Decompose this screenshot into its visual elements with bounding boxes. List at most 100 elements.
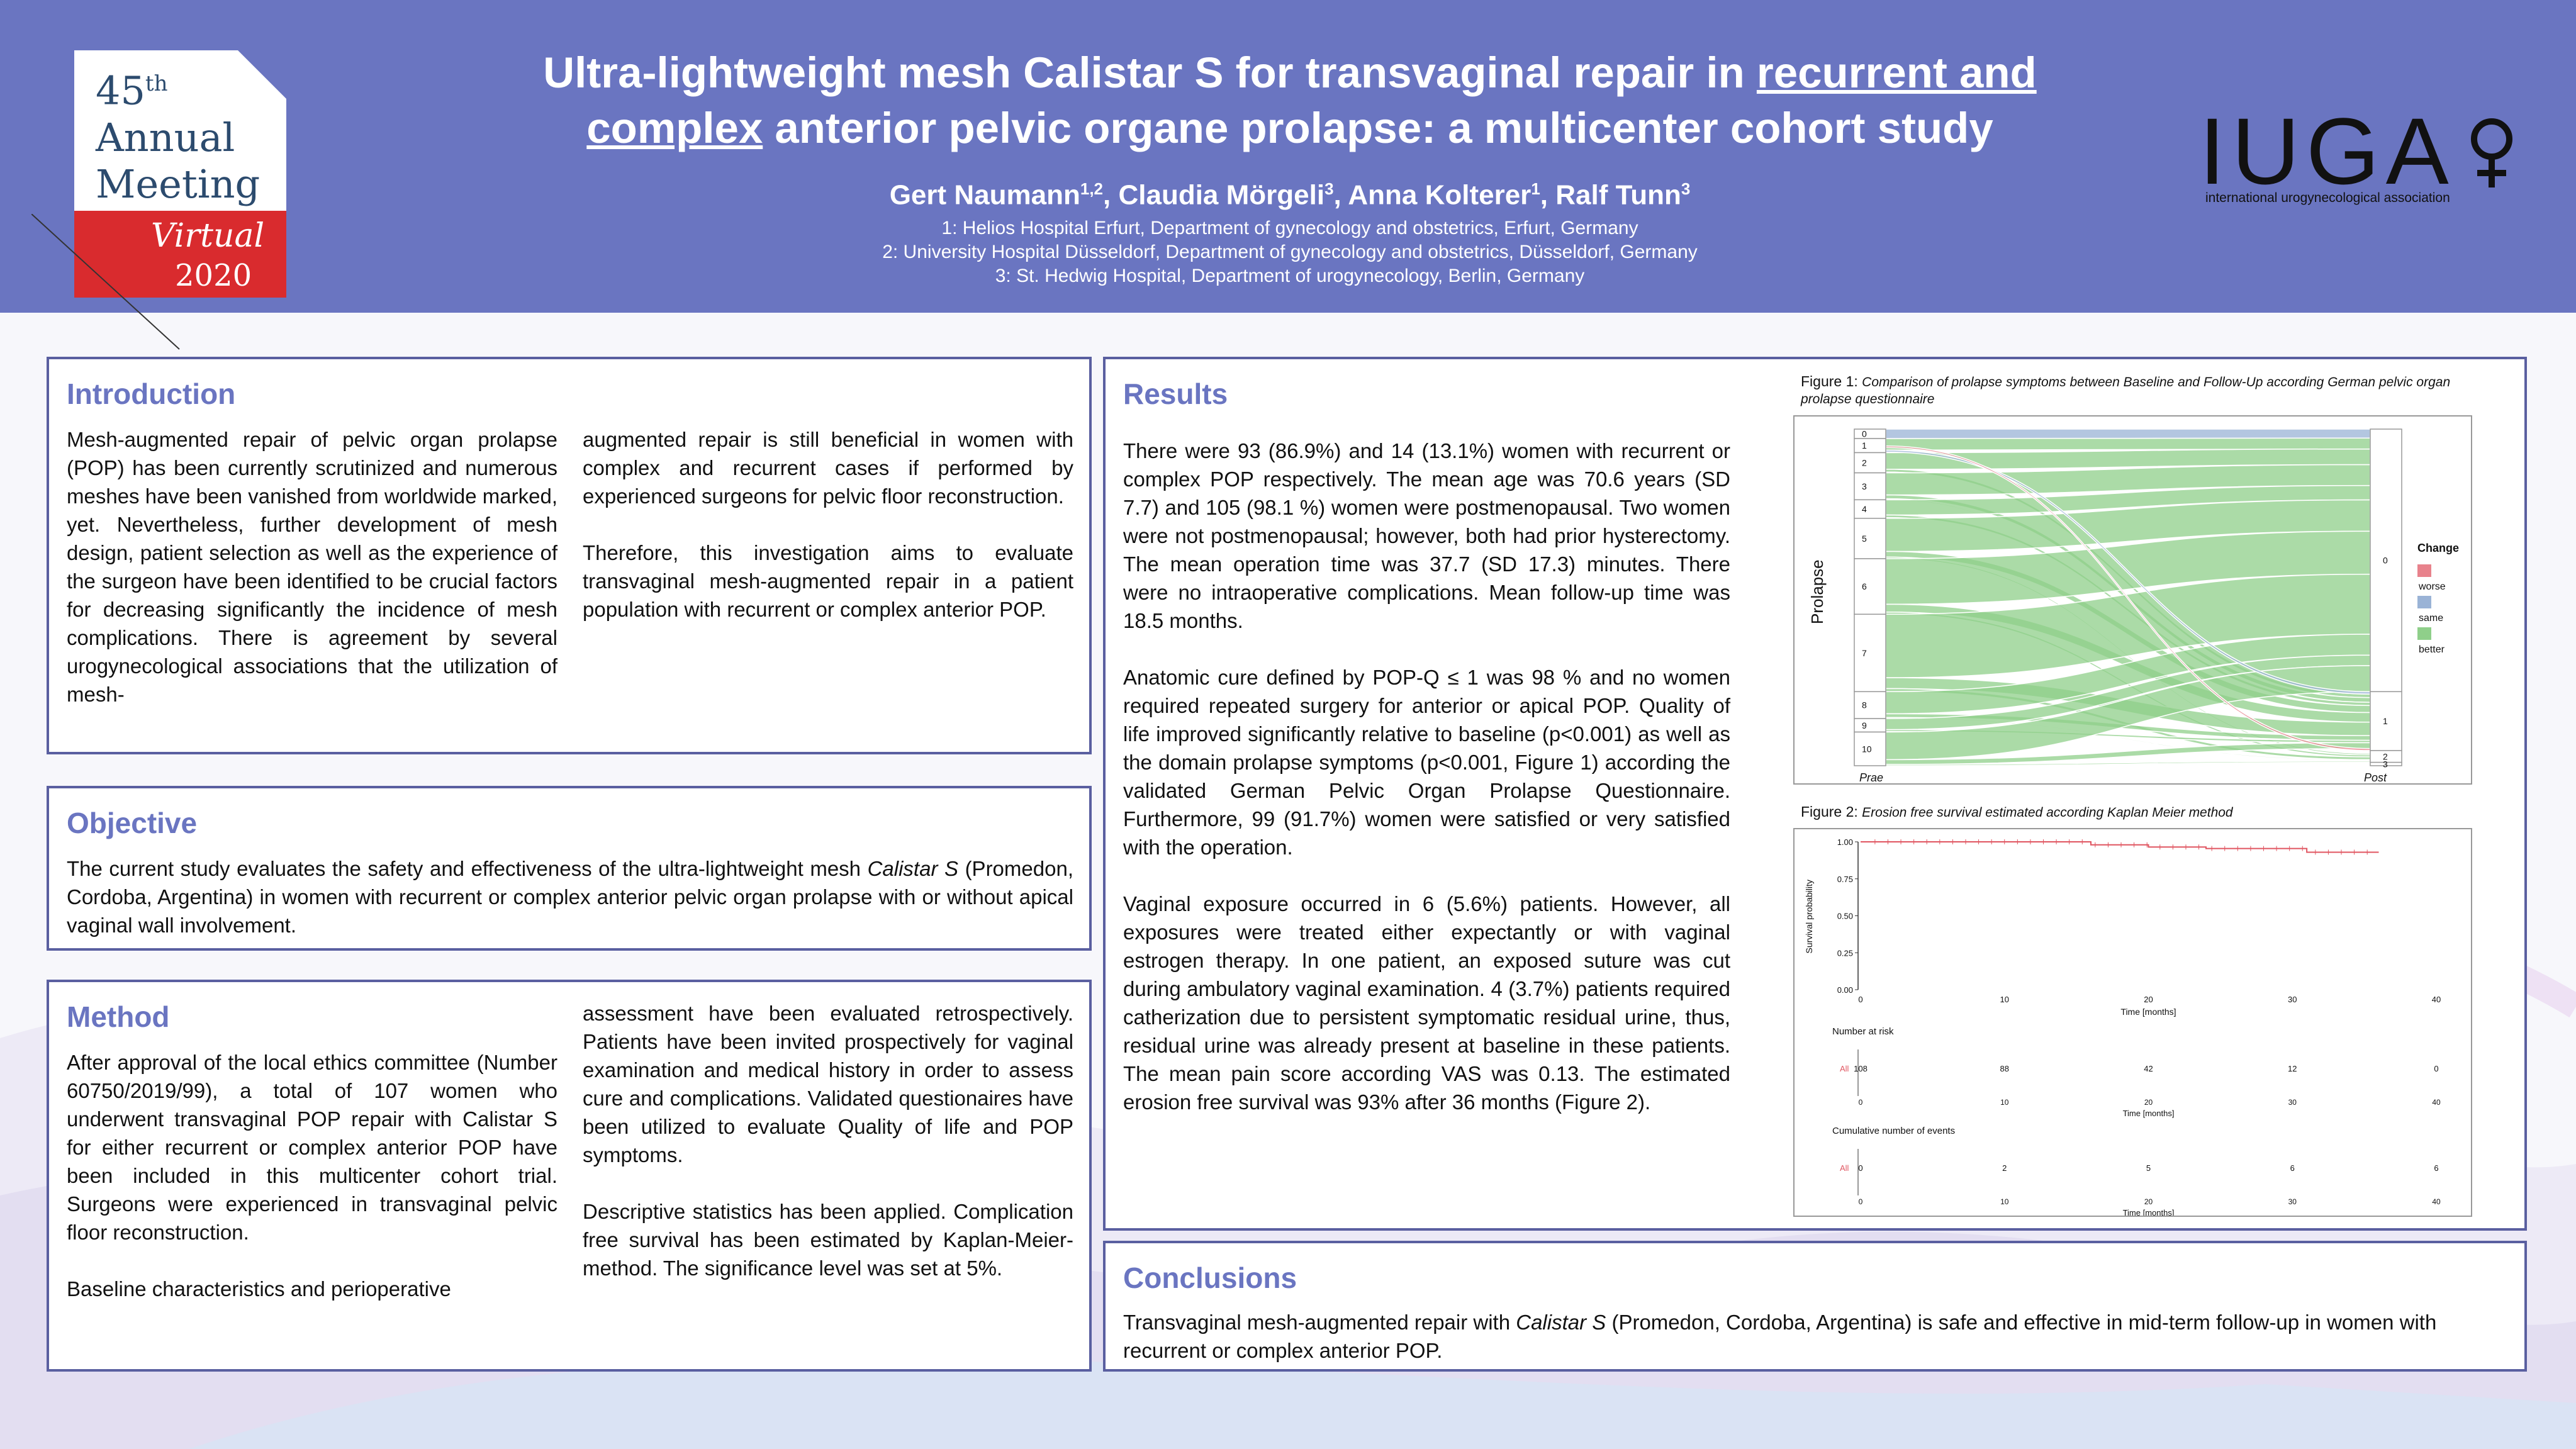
meeting-logo-text: 45th Annual Meeting bbox=[96, 67, 260, 207]
km-table-value: 88 bbox=[2000, 1064, 2009, 1073]
alluvial-flow-better bbox=[1885, 437, 2371, 451]
km-table-value: 12 bbox=[2288, 1064, 2297, 1073]
prae-stratum bbox=[1854, 613, 1886, 693]
prae-stratum bbox=[1854, 718, 1886, 733]
km-xtick-label: 30 bbox=[2288, 995, 2297, 1004]
km-table-value: 42 bbox=[2144, 1064, 2153, 1073]
km-table-xtick: 0 bbox=[1859, 1098, 1863, 1107]
prae-stratum-label: 7 bbox=[1862, 648, 1867, 658]
objective-text: The current study evaluates the safety a… bbox=[67, 857, 1073, 937]
poster-header bbox=[0, 0, 2576, 313]
post-stratum bbox=[2370, 691, 2402, 751]
km-xtick-label: 0 bbox=[1858, 995, 1862, 1004]
conclusions-text: Transvaginal mesh-augmented repair with … bbox=[1123, 1311, 2437, 1362]
km-table-title: Number at risk bbox=[1832, 1026, 1894, 1037]
km-xtick-label: 20 bbox=[2144, 995, 2153, 1004]
prae-stratum-label: 4 bbox=[1862, 504, 1867, 514]
alluvial-flow-same bbox=[1885, 428, 2371, 439]
legend-label-better: better bbox=[2419, 644, 2445, 655]
km-table-xtick: 10 bbox=[2000, 1197, 2009, 1206]
km-table-xtick: 30 bbox=[2288, 1098, 2297, 1107]
km-ytick-label: 0.75 bbox=[1837, 875, 1853, 884]
conclusions-heading: Conclusions bbox=[1123, 1262, 1297, 1294]
prae-stratum-label: 0 bbox=[1862, 428, 1867, 439]
km-table-xtick: 20 bbox=[2144, 1197, 2153, 1206]
results-paragraph-1: There were 93 (86.9%) and 14 (13.1%) wom… bbox=[1123, 439, 1730, 632]
prae-stratum-label: 2 bbox=[1862, 458, 1867, 468]
legend-swatch-same bbox=[2417, 596, 2431, 608]
affiliation-3: 3: St. Hedwig Hospital, Department of ur… bbox=[995, 266, 1585, 286]
prae-stratum bbox=[1854, 558, 1886, 615]
prae-stratum-label: 8 bbox=[1862, 700, 1867, 710]
prae-stratum-label: 6 bbox=[1862, 581, 1867, 591]
prae-stratum bbox=[1854, 452, 1886, 474]
post-stratum-label: 3 bbox=[2383, 759, 2388, 769]
prae-stratum bbox=[1854, 472, 1886, 501]
km-table-xtick: 20 bbox=[2144, 1098, 2153, 1107]
km-table-row-label: All bbox=[1840, 1064, 1849, 1073]
km-ytick-label: 0.00 bbox=[1837, 985, 1853, 995]
alluvial-ylabel: Prolapse bbox=[1808, 559, 1827, 624]
post-stratum bbox=[2370, 761, 2402, 766]
post-stratum-label: 0 bbox=[2383, 556, 2388, 566]
prae-stratum-label: 9 bbox=[1862, 720, 1867, 730]
prae-stratum-label: 3 bbox=[1862, 481, 1867, 491]
prae-stratum bbox=[1854, 691, 1886, 719]
km-table-value: 5 bbox=[2146, 1163, 2151, 1173]
km-table-title: Cumulative number of events bbox=[1832, 1126, 1955, 1136]
legend-label-same: same bbox=[2419, 613, 2443, 624]
km-table-xtick: 40 bbox=[2432, 1098, 2441, 1107]
km-table-value: 0 bbox=[1858, 1163, 1862, 1173]
legend-swatch-better bbox=[2417, 627, 2431, 640]
figure2-km-chart: 0.00 0.25 0.50 0.75 1.00 Survival probability… bbox=[1793, 828, 2472, 1217]
prae-stratum-label: 10 bbox=[1862, 744, 1872, 754]
km-table-value: 108 bbox=[1854, 1064, 1868, 1073]
method-col1b: Baseline characteristics and perioperati… bbox=[67, 1277, 451, 1301]
author-list: Gert Naumann1,2, Claudia Mörgeli3, Anna … bbox=[889, 179, 1691, 211]
legend-swatch-worse bbox=[2417, 564, 2431, 577]
prae-stratum-label: 1 bbox=[1862, 440, 1867, 450]
method-col2a: assessment have been evaluated retrospec… bbox=[583, 1002, 1073, 1166]
km-xtick-label: 10 bbox=[2000, 995, 2009, 1004]
km-table-xtick: 30 bbox=[2288, 1197, 2297, 1206]
km-table-xtick: 0 bbox=[1859, 1197, 1863, 1206]
introduction-heading: Introduction bbox=[67, 378, 236, 410]
conclusions-section: Conclusions Transvaginal mesh-augmented … bbox=[1103, 1241, 2527, 1372]
km-survival-curve bbox=[1861, 841, 2379, 853]
affiliation-2: 2: University Hospital Düsseldorf, Depar… bbox=[882, 242, 1698, 262]
meeting-year: 2020 bbox=[175, 258, 252, 293]
prae-stratum bbox=[1854, 499, 1886, 519]
introduction-section: Introduction Mesh-augmented repair of pe… bbox=[47, 357, 1092, 754]
legend-label-worse: worse bbox=[2418, 581, 2446, 592]
results-paragraph-2: Anatomic cure defined by POP-Q ≤ 1 was 9… bbox=[1123, 666, 1730, 859]
prae-stratum bbox=[1854, 518, 1886, 559]
method-col2b: Descriptive statistics has been applied.… bbox=[583, 1200, 1073, 1280]
introduction-col1: Mesh-augmented repair of pelvic organ pr… bbox=[67, 428, 557, 706]
post-stratum-label: 2 bbox=[2383, 751, 2388, 761]
iuga-logo: IUGA international urogynecological asso… bbox=[2199, 104, 2526, 211]
female-symbol-icon bbox=[2471, 118, 2512, 187]
km-table-value: 0 bbox=[2434, 1064, 2438, 1073]
km-ylabel: Survival probability bbox=[1804, 880, 1814, 954]
prae-stratum bbox=[1854, 731, 1886, 766]
post-stratum-label: 1 bbox=[2383, 716, 2388, 726]
results-heading: Results bbox=[1123, 378, 1228, 410]
km-table-xlabel: Time [months] bbox=[2123, 1109, 2175, 1118]
axis-label-post: Post bbox=[2364, 771, 2387, 783]
method-section: Method After approval of the local ethic… bbox=[47, 980, 1092, 1372]
km-table-value: 2 bbox=[2002, 1163, 2007, 1173]
km-table-value: 6 bbox=[2434, 1163, 2438, 1173]
meeting-logo bbox=[74, 50, 286, 298]
prae-stratum bbox=[1854, 428, 1886, 439]
objective-section: Objective The current study evaluates th… bbox=[47, 786, 1092, 951]
km-ytick-label: 1.00 bbox=[1837, 837, 1853, 847]
objective-heading: Objective bbox=[67, 807, 198, 839]
method-heading: Method bbox=[67, 1000, 170, 1033]
figure1-caption: Figure 1: Comparison of prolapse symptom… bbox=[1801, 373, 2451, 406]
legend-title: Change bbox=[2417, 542, 2459, 554]
logo-diagonal-line bbox=[31, 214, 180, 350]
km-table-xtick: 10 bbox=[2000, 1098, 2009, 1107]
km-table-value: 6 bbox=[2290, 1163, 2295, 1173]
km-table-xtick: 40 bbox=[2432, 1197, 2441, 1206]
affiliation-1: 1: Helios Hospital Erfurt, Department of… bbox=[941, 218, 1638, 238]
